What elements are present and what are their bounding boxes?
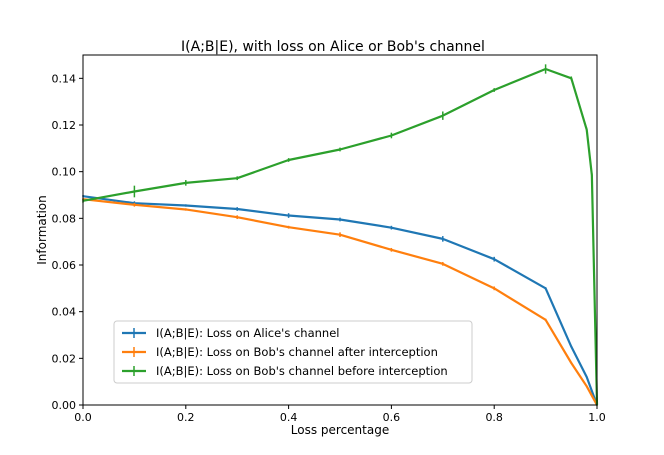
x-tick-label: 0.2 <box>177 411 195 424</box>
series-line <box>82 195 599 406</box>
series-line <box>82 198 598 406</box>
chart-title: I(A;B|E), with loss on Alice or Bob's ch… <box>181 39 485 55</box>
series-2 <box>82 198 598 406</box>
y-tick-label: 0.08 <box>52 212 77 225</box>
x-tick-label: 0.0 <box>74 411 92 424</box>
x-tick-label: 0.6 <box>383 411 401 424</box>
y-tick-label: 0.14 <box>52 72 77 85</box>
x-tick-label: 1.0 <box>588 411 606 424</box>
y-tick-label: 0.02 <box>52 352 77 365</box>
series-line <box>82 67 599 406</box>
legend-label: I(A;B|E): Loss on Alice's channel <box>156 326 340 340</box>
legend-item: I(A;B|E): Loss on Alice's channel <box>122 326 340 340</box>
y-tick-label: 0.10 <box>52 166 77 179</box>
series-layer <box>82 64 599 406</box>
legend-label: I(A;B|E): Loss on Bob's channel before i… <box>156 364 448 378</box>
legend-box <box>113 320 473 384</box>
legend-item: I(A;B|E): Loss on Bob's channel after in… <box>122 345 438 359</box>
legend-item: I(A;B|E): Loss on Bob's channel before i… <box>122 364 448 378</box>
y-tick-label: 0.12 <box>52 119 77 132</box>
legend: I(A;B|E): Loss on Alice's channel I(A;B|E… <box>113 320 473 384</box>
x-axis: 0.0 0.2 0.4 0.6 0.8 1.0 <box>74 405 606 424</box>
x-tick-label: 0.8 <box>485 411 503 424</box>
series-1 <box>82 195 599 406</box>
y-tick-label: 0.04 <box>52 306 77 319</box>
legend-label: I(A;B|E): Loss on Bob's channel after in… <box>156 345 438 359</box>
y-axis: 0.00 0.02 0.04 0.06 0.08 0.10 0.12 0.14 <box>52 72 83 412</box>
y-tick-label: 0.00 <box>52 399 77 412</box>
y-tick-label: 0.06 <box>52 259 77 272</box>
x-axis-label: Loss percentage <box>291 423 389 437</box>
y-axis-label: Information <box>35 195 49 264</box>
plot-frame <box>82 54 598 406</box>
x-tick-label: 0.4 <box>280 411 298 424</box>
